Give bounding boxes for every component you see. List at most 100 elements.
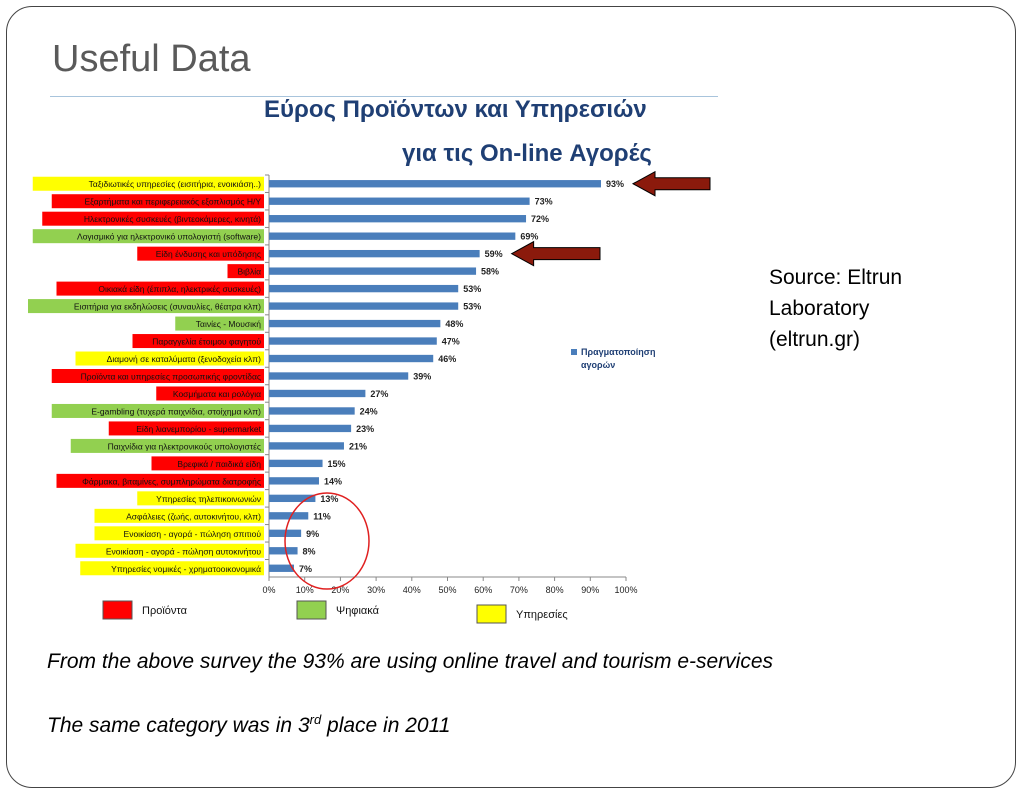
category-label-bg	[51, 194, 264, 209]
category-label: Λογισμικό για ηλεκτρονικό υπολογιστή (so…	[77, 232, 261, 242]
category-label: Παιχνίδια για ηλεκτρονικούς υπολογιστές	[108, 441, 261, 451]
category-label: Εισιτήρια για εκδηλώσεις (συναυλίες, θέα…	[74, 302, 261, 312]
bar-value-label: 58%	[481, 267, 499, 277]
ranking-note-text: The same category was in 3	[47, 714, 310, 737]
category-label-bg	[70, 438, 264, 453]
bar-value-label: 47%	[442, 337, 460, 347]
category-label: Ασφάλειες (ζωής, αυτοκινήτου, κλπ)	[126, 511, 261, 521]
survey-bar-chart: Εύρος Προϊόντων και Υπηρεσιών για τις On…	[28, 96, 711, 624]
category-label-bg	[32, 176, 264, 191]
highlight-circle	[284, 492, 370, 590]
bar-value-label: 59%	[485, 249, 503, 259]
category-label: Εξαρτήματα και περιφερειακός εξοπλισμός …	[84, 197, 261, 207]
category-legend-label: Υπηρεσίες	[516, 609, 568, 621]
x-tick-label: 20%	[331, 585, 349, 595]
category-legend-label: Ψηφιακά	[336, 605, 380, 617]
bar-value-label: 72%	[531, 214, 549, 224]
bar-value-label: 9%	[306, 529, 319, 539]
category-label: Ταινίες - Μουσική	[196, 319, 261, 329]
category-label-bg	[151, 456, 264, 471]
bar	[269, 337, 437, 345]
category-legend-label: Προϊόντα	[142, 605, 188, 617]
source-note: Source: Eltrun Laboratory (eltrun.gr)	[769, 266, 903, 351]
summary-note: From the above survey the 93% are using …	[47, 650, 774, 673]
category-label-bg	[51, 403, 264, 418]
category-label-bg	[94, 508, 264, 523]
category-label: Βρεφικά / παιδικά είδη	[177, 459, 261, 469]
x-tick-label: 50%	[438, 585, 456, 595]
bar-value-label: 21%	[349, 441, 367, 451]
x-tick-label: 10%	[296, 585, 314, 595]
bar-value-label: 15%	[328, 459, 346, 469]
category-label: Διαμονή σε καταλύματα (ξενοδοχεία κλπ)	[107, 354, 261, 364]
category-label: Φάρμακα, βιταμίνες, συμπληρώματα διατροφ…	[82, 476, 261, 486]
category-label-bg	[175, 316, 264, 331]
category-label: Ενοικίαση - αγορά - πώληση αυτοκινήτου	[106, 546, 261, 556]
category-legend-swatch	[296, 600, 327, 620]
category-label-bg	[132, 334, 264, 349]
bar	[269, 249, 480, 258]
chart-title-line1: Εύρος Προϊόντων και Υπηρεσιών	[264, 96, 647, 123]
bar-value-label: 73%	[535, 197, 553, 207]
x-tick-label: 70%	[510, 585, 528, 595]
bar	[269, 215, 527, 223]
bar-value-label: 48%	[445, 319, 463, 329]
category-label-bg	[94, 526, 264, 541]
category-label: E-gambling (τυχερά παιχνίδια, στοίχημα κ…	[91, 406, 261, 416]
category-label: Προϊόντα και υπηρεσίες προσωπικής φροντί…	[81, 372, 261, 382]
x-tick-label: 40%	[403, 585, 421, 595]
bar	[269, 564, 294, 572]
bar-value-label: 14%	[324, 476, 342, 486]
category-label-bg	[51, 369, 264, 383]
category-label-bg	[75, 351, 264, 366]
category-label-bg	[32, 229, 264, 244]
bar	[269, 494, 316, 503]
bar	[269, 477, 319, 485]
category-label: Ταξιδιωτικές υπηρεσίες (εισιτήρια, ενοικ…	[89, 179, 261, 189]
ranking-note-ordinal: rd	[309, 712, 322, 727]
bar	[269, 407, 355, 415]
bar	[269, 319, 441, 328]
bar	[269, 442, 344, 450]
bar-value-label: 24%	[360, 406, 378, 416]
x-tick-label: 30%	[367, 585, 385, 595]
bar	[269, 459, 323, 468]
bar	[269, 372, 409, 380]
category-label: Παραγγελία έτοιμου φαγητού	[152, 337, 261, 347]
bar	[269, 547, 298, 555]
highlight-arrow	[510, 240, 601, 267]
category-label: Ηλεκτρονικές συσκευές (βιντεοκάμερες, κι…	[84, 214, 261, 224]
bar-value-label: 8%	[303, 546, 316, 556]
category-label: Υπηρεσίες νομικές - χρηματοοικονομικά	[111, 564, 261, 574]
x-tick-label: 100%	[614, 585, 637, 595]
bar-value-label: 93%	[606, 179, 624, 189]
series-legend-swatch	[571, 349, 577, 355]
slide-title: Useful Data	[52, 38, 251, 80]
highlight-arrow	[631, 170, 711, 197]
bar	[269, 197, 530, 205]
bar-value-label: 69%	[520, 232, 538, 242]
category-label: Είδη λιανεμπορίου - supermarket	[136, 424, 261, 434]
bar-value-label: 7%	[299, 564, 312, 574]
category-legend-swatch	[476, 604, 507, 624]
category-label-bg	[137, 246, 264, 261]
chart-title-line2: για τις On-line Αγορές	[402, 140, 652, 167]
bar-value-label: 39%	[413, 372, 431, 382]
category-label-bg	[28, 299, 264, 314]
category-label: Είδη ένδυσης και υπόδησης	[156, 249, 261, 259]
category-label: Ενοικίαση - αγορά - πώληση σπιτιού	[124, 529, 262, 539]
bar	[269, 302, 459, 310]
bar	[269, 284, 459, 293]
bar	[269, 389, 366, 398]
category-label: Οικιακά είδη (έπιπλα, ηλεκτρικές συσκευέ…	[98, 284, 261, 294]
bar-value-label: 27%	[370, 389, 388, 399]
category-label-bg	[108, 421, 264, 436]
category-label-bg	[156, 386, 264, 401]
ranking-note-suffix: place in 2011	[321, 714, 451, 737]
bar-value-label: 53%	[463, 284, 481, 294]
bar-value-label: 53%	[463, 302, 481, 312]
series-legend-label: Πραγματοποίηση αγορών	[581, 347, 658, 370]
category-legend-swatch	[102, 600, 133, 620]
category-label: Κοσμήματα και ρολόγια	[173, 389, 261, 399]
category-label-bg	[75, 543, 264, 558]
